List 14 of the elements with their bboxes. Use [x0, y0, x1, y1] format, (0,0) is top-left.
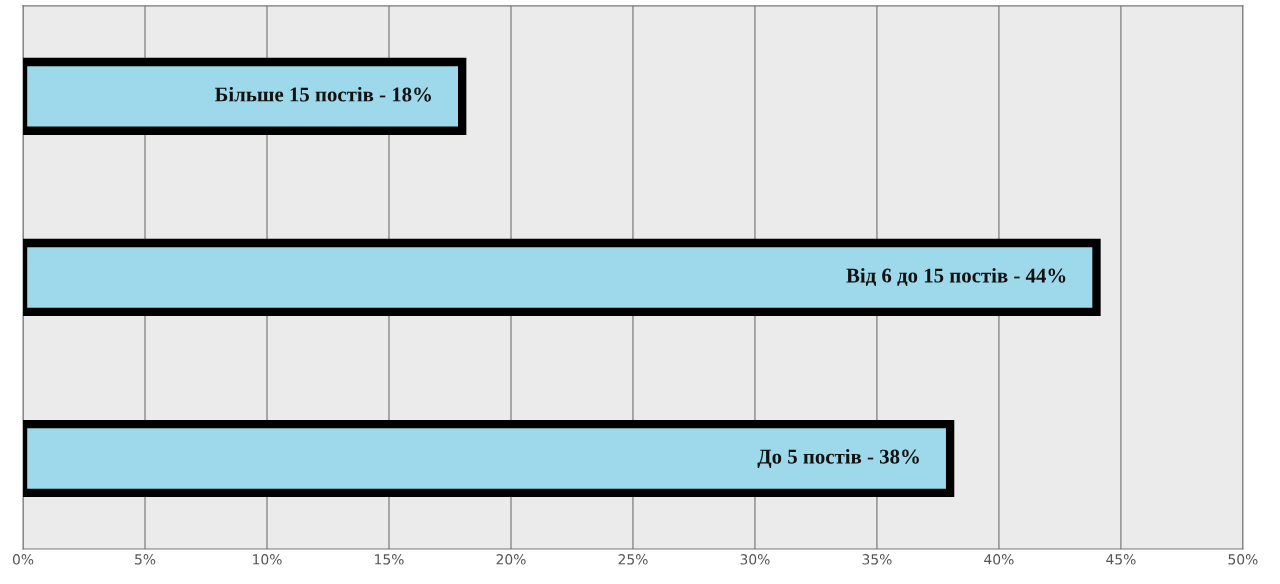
x-tick-label: 35% [862, 554, 892, 565]
x-tick-label: 45% [1106, 554, 1136, 565]
x-tick-label: 15% [375, 554, 404, 565]
y-tick-label: До 5 постів - 38% [757, 448, 919, 468]
y-tick-label: Більше 15 постів - 18% [214, 86, 431, 102]
x-tick-label: 20% [496, 554, 526, 565]
x-tick-label: 0% [12, 554, 34, 565]
x-tick-label: 30% [740, 554, 770, 565]
x-tick-label: 40% [984, 554, 1014, 565]
x-tick-label: 10% [253, 554, 282, 565]
x-tick-label: 50% [1228, 554, 1258, 565]
x-tick-label: 5% [135, 554, 156, 565]
y-tick-label: Від 6 до 15 постів - 44% [846, 267, 1066, 287]
x-tick-label: 25% [618, 554, 648, 565]
